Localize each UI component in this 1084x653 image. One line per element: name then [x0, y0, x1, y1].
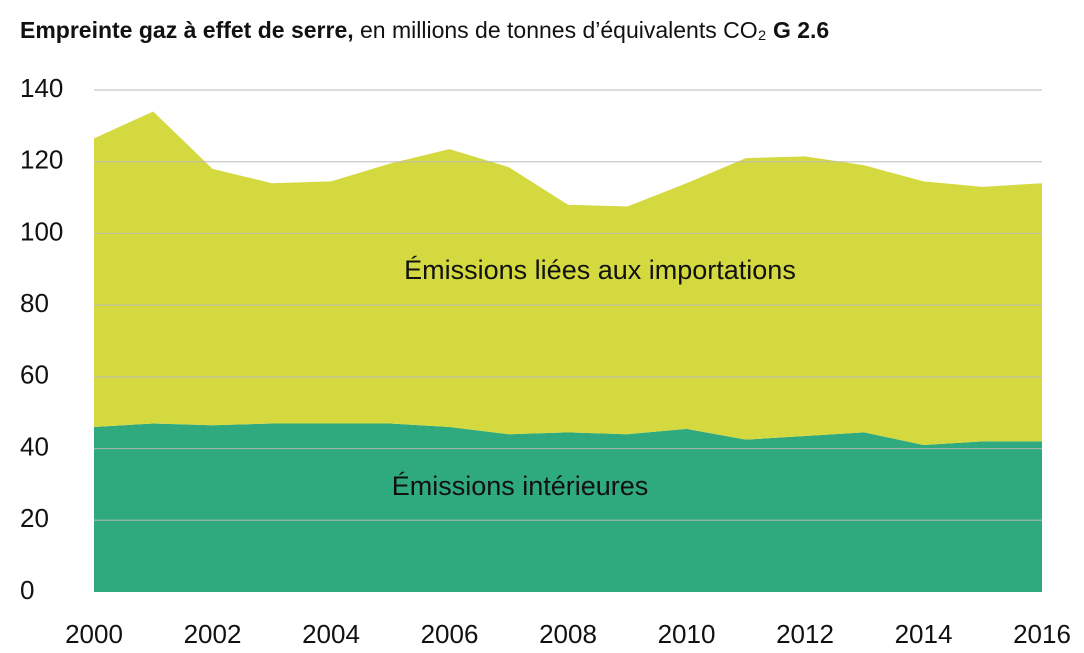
area — [94, 111, 1042, 445]
x-tick-label: 2002 — [184, 619, 242, 649]
series-label: Émissions intérieures — [392, 471, 649, 501]
y-tick-label: 20 — [20, 503, 49, 533]
x-tick-label: 2016 — [1013, 619, 1071, 649]
title: en millions de tonnes d’équivalents CO₂ — [360, 17, 767, 43]
x-tick-label: 2014 — [895, 619, 953, 649]
x-tick-label: 2000 — [65, 619, 123, 649]
y-tick-label: 40 — [20, 431, 49, 461]
x-tick-label: 2004 — [302, 619, 360, 649]
y-tick-label: 140 — [20, 73, 63, 103]
area — [94, 423, 1042, 592]
series-label: Émissions liées aux importations — [404, 255, 796, 285]
x-tick-label: 2006 — [421, 619, 479, 649]
y-tick-label: 0 — [20, 575, 34, 605]
figure-label: G 2.6 — [773, 17, 829, 43]
y-tick-label: 100 — [20, 216, 63, 246]
y-tick-label: 80 — [20, 288, 49, 318]
x-tick-label: 2010 — [658, 619, 716, 649]
y-tick-label: 60 — [20, 360, 49, 390]
x-tick-label: 2008 — [539, 619, 597, 649]
y-tick-label: 120 — [20, 145, 63, 175]
x-tick-label: 2012 — [776, 619, 834, 649]
chart-title: Empreinte gaz à effet de serre, en milli… — [20, 17, 829, 43]
title-bold: Empreinte gaz à effet de serre, — [20, 17, 354, 43]
